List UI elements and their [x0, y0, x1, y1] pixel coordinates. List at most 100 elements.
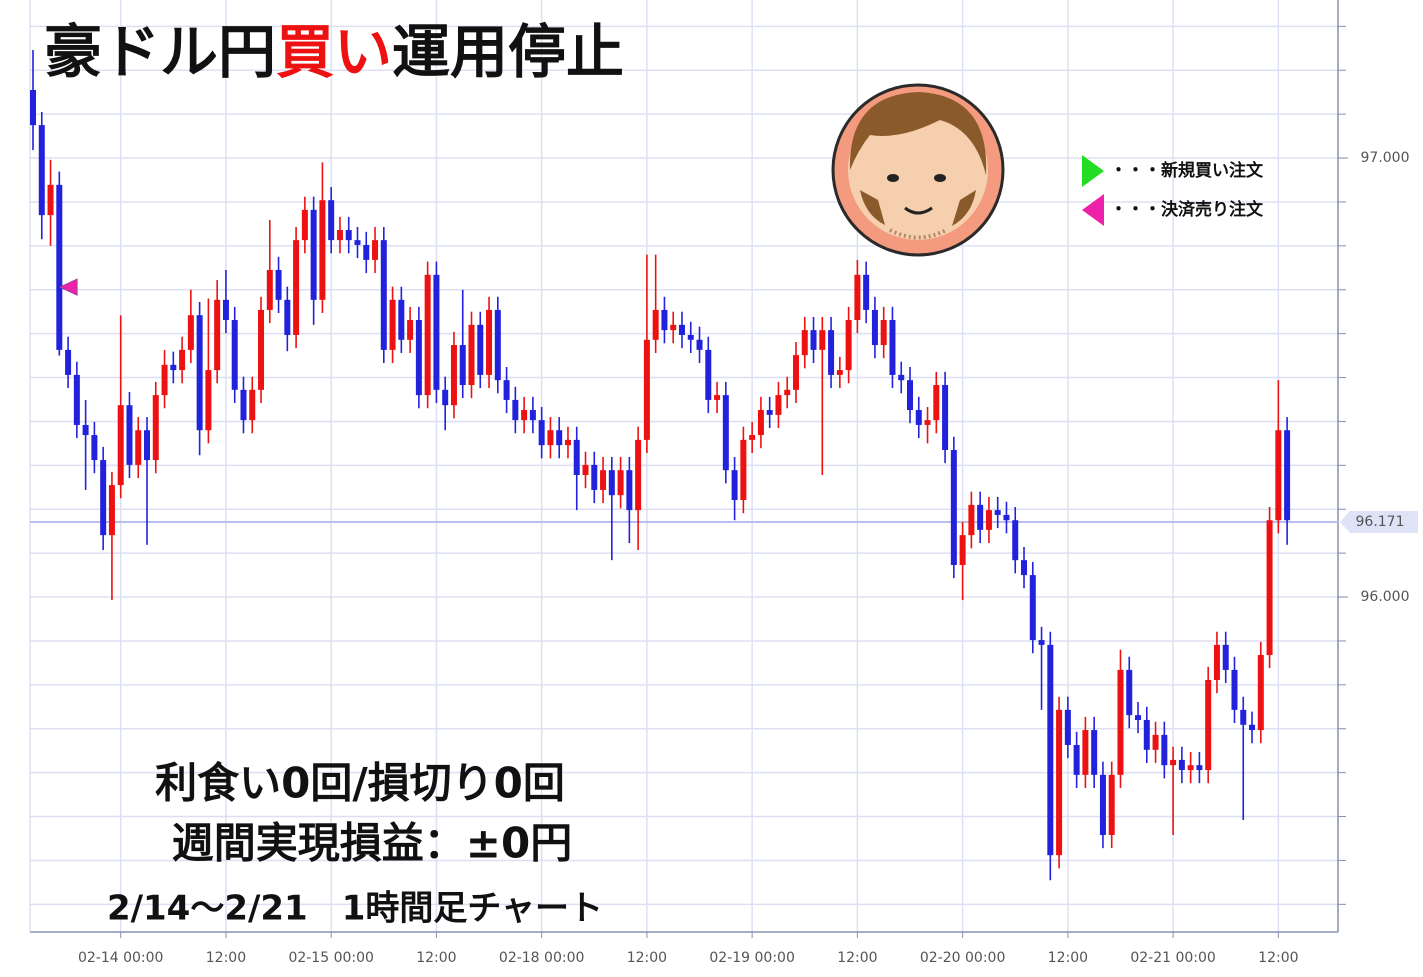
x-tick-label: 02-15 00:00 [288, 950, 373, 966]
candle-body [1231, 669, 1238, 710]
overlay: 96.171 ・・・新規買い注文・・・決済売り注文 豪ドル円買い運用停止利食い0回/… [44, 18, 1418, 929]
candle-body [415, 320, 422, 396]
y-tick-label: 97.000 [1361, 150, 1410, 166]
x-tick-label: 12:00 [1258, 950, 1298, 966]
candle-body [1117, 669, 1124, 775]
title-part: 運用停止 [392, 18, 624, 86]
candle-body [687, 334, 694, 340]
candle-body [661, 309, 668, 331]
x-tick-label: 02-18 00:00 [499, 950, 584, 966]
candle-body [521, 410, 528, 421]
x-tick-label: 12:00 [1048, 950, 1088, 966]
candle-body [1073, 744, 1080, 775]
candle-body [871, 309, 878, 346]
candle-body [135, 430, 142, 465]
candle-body [82, 424, 89, 436]
candle-body [915, 410, 922, 425]
candle-body [994, 510, 1001, 515]
candle-body [170, 364, 177, 371]
candle-body [117, 405, 124, 486]
candle-body [678, 324, 685, 335]
candle-body [73, 374, 80, 425]
candle-body [591, 464, 598, 490]
candle-body [1082, 730, 1089, 775]
candle-body [187, 315, 194, 350]
legend-label: ・・・新規買い注文 [1110, 160, 1264, 181]
annotation: 利食い0回/損切り0回 [155, 759, 565, 808]
candle-body [600, 470, 607, 490]
candle-body [442, 389, 449, 406]
candle-body [108, 485, 115, 536]
candle-body [240, 389, 247, 421]
candle-body [222, 299, 229, 321]
candle-body [564, 439, 571, 446]
candle-body [731, 470, 738, 501]
candle-body [696, 339, 703, 350]
candle-body [494, 309, 501, 381]
candle-body [1213, 644, 1220, 681]
candle-body [1108, 774, 1115, 835]
candle-body [863, 274, 870, 310]
candle-body [275, 269, 282, 300]
annotation: 週間実現損益：±0円 [172, 819, 572, 868]
candle-body [1240, 709, 1247, 725]
candle-body [1266, 520, 1273, 655]
candle-body [319, 200, 326, 300]
chart-title: 豪ドル円買い運用停止 [44, 18, 624, 86]
candle-body [363, 244, 370, 260]
avatar [831, 83, 1005, 257]
candle-body [205, 370, 212, 431]
candle-body [854, 274, 861, 321]
candle-body [1178, 759, 1185, 771]
candle-body [161, 364, 168, 396]
y-tick-label: 96.000 [1361, 589, 1410, 605]
x-tick-label: 12:00 [206, 950, 246, 966]
candle-body [670, 324, 677, 331]
candle-body [775, 395, 782, 415]
candle-body [1099, 774, 1106, 835]
candle-body [56, 184, 63, 350]
legend-swatch [1082, 194, 1104, 226]
candle-body [547, 430, 554, 446]
candle-body [740, 439, 747, 501]
candle-body [152, 395, 159, 461]
candle-body [1196, 765, 1203, 771]
candle-body [450, 345, 457, 406]
candle-body [424, 274, 431, 396]
candle-body [757, 410, 764, 436]
x-tick-label: 02-14 00:00 [78, 950, 163, 966]
candle-body [1135, 715, 1142, 720]
candle-body [942, 385, 949, 450]
candle-body [722, 395, 729, 471]
candle-body [810, 330, 817, 350]
candle-body [503, 380, 510, 400]
candle-body [582, 464, 589, 475]
candle-body [301, 209, 308, 241]
candle-body [38, 125, 45, 216]
candle-body [784, 389, 791, 396]
candle-body [1003, 514, 1010, 521]
candle-body [47, 184, 54, 216]
candle-body [819, 330, 826, 350]
candle-body [959, 535, 966, 565]
candle-body [214, 299, 221, 371]
candle-body [91, 435, 98, 461]
candle-body [573, 439, 580, 475]
x-tick-label: 12:00 [627, 950, 667, 966]
candle-body [792, 355, 799, 390]
candle-body [468, 324, 475, 386]
candle-body [836, 370, 843, 375]
x-tick-label: 12:00 [416, 950, 456, 966]
candle-body [459, 345, 466, 386]
candle-body [1284, 430, 1291, 521]
candle-body [486, 309, 493, 375]
candle-body [1064, 709, 1071, 745]
candle-body [1029, 575, 1036, 641]
candle-body [336, 230, 343, 241]
candle-body [345, 230, 352, 241]
last-price-tag [1340, 510, 1418, 533]
candle-body [398, 299, 405, 340]
candle-body [766, 410, 773, 415]
annotation: 2/14～2/21 1時間足チャート [107, 889, 603, 929]
candle-body [310, 209, 317, 300]
